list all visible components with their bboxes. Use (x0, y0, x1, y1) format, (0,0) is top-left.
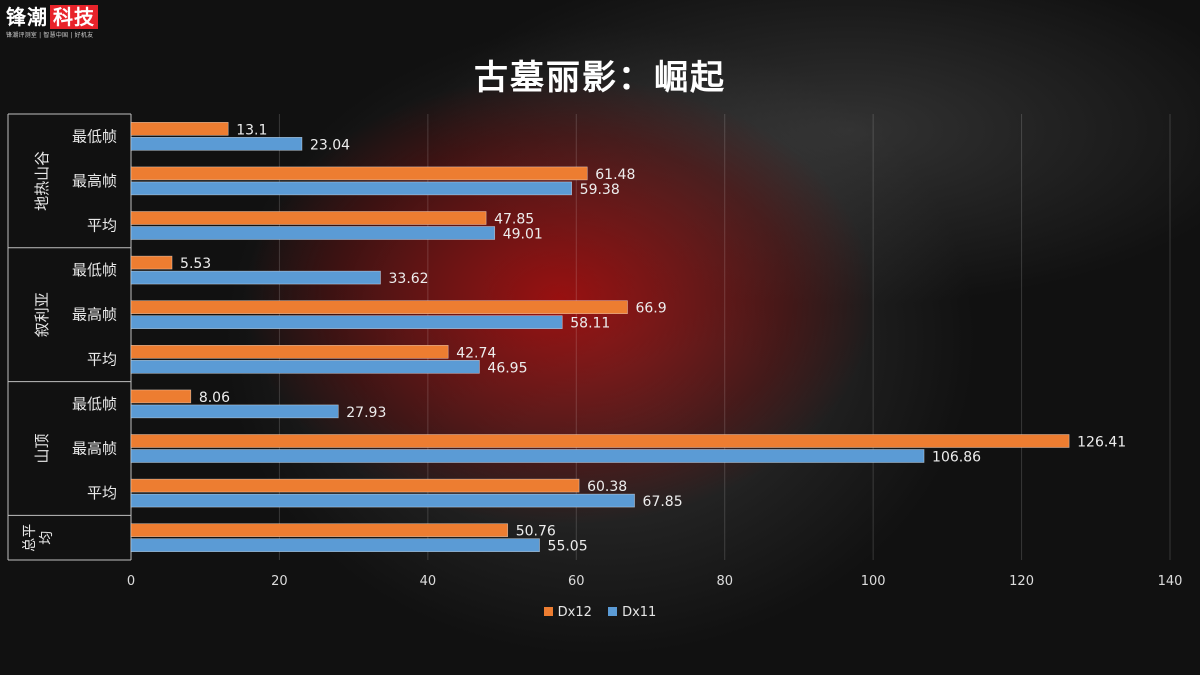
data-label-dx12: 47.85 (494, 212, 534, 228)
logo-subtitle: 锋潮评测室 | 智慧中国 | 好机友 (6, 32, 94, 39)
bar-dx11 (130, 449, 925, 463)
bar-dx12 (130, 478, 580, 493)
chart-legend: Dx12 Dx11 (0, 605, 1200, 620)
data-label-dx12: 42.74 (456, 345, 496, 361)
group-label-line-1: 总平 (22, 524, 38, 552)
bar-dx11 (130, 493, 635, 508)
data-label-dx11: 106.86 (932, 450, 981, 466)
data-label-dx12: 60.38 (587, 479, 627, 495)
category-label: 平均 (87, 350, 117, 368)
bar-dx11 (130, 181, 572, 196)
legend-label-dx12: Dx12 (557, 605, 592, 620)
data-label-dx11: 27.93 (346, 405, 386, 421)
category-label: 最低帧 (72, 127, 117, 145)
x-tick-label: 140 (1158, 574, 1183, 589)
category-label: 最高帧 (72, 440, 117, 458)
group-label: 叙利亚 (33, 292, 51, 337)
category-label: 最低帧 (72, 261, 117, 279)
group-label: 总平均 (22, 524, 55, 552)
bar-dx12 (130, 344, 449, 359)
legend-label-dx11: Dx11 (622, 605, 657, 620)
data-label-dx12: 8.06 (199, 390, 230, 406)
data-label-dx11: 58.11 (570, 316, 610, 332)
bar-dx12 (130, 166, 588, 181)
bar-dx12 (130, 211, 487, 225)
bar-dx11 (130, 404, 339, 419)
data-label-dx12: 50.76 (516, 524, 556, 540)
category-label: 最低帧 (72, 395, 117, 413)
data-label-dx11: 59.38 (580, 182, 620, 198)
category-label: 平均 (87, 484, 117, 502)
bar-dx12 (130, 122, 229, 136)
x-tick-label: 40 (420, 574, 437, 589)
legend-item-dx11: Dx11 (608, 605, 656, 620)
legend-item-dx12: Dx12 (543, 605, 592, 620)
category-label: 最高帧 (72, 306, 117, 324)
data-label-dx11: 33.62 (389, 271, 429, 287)
x-tick-label: 80 (716, 574, 733, 589)
data-label-dx12: 5.53 (180, 256, 211, 272)
bar-dx11 (130, 315, 563, 330)
bar-dx12 (130, 300, 628, 315)
data-label-dx11: 55.05 (548, 539, 588, 555)
logo-text-right: 科技 (50, 5, 98, 29)
legend-swatch-dx11 (608, 607, 618, 616)
bar-dx11 (130, 226, 496, 240)
data-label-dx11: 46.95 (487, 360, 527, 376)
x-tick-label: 120 (1009, 574, 1034, 589)
data-label-dx11: 23.04 (310, 137, 350, 153)
data-label-dx12: 13.1 (236, 122, 267, 138)
bar-dx12 (130, 434, 1070, 448)
group-label: 山顶 (33, 433, 51, 463)
data-label-dx12: 61.48 (595, 167, 635, 183)
x-tick-label: 60 (568, 574, 585, 589)
group-label: 地热山谷 (33, 151, 51, 211)
bar-dx12 (130, 255, 173, 270)
bar-dx11 (130, 359, 480, 374)
legend-swatch-dx12 (543, 607, 553, 616)
bar-dx11 (130, 538, 540, 553)
brand-logo: 锋潮 科技 锋潮评测室 | 智慧中国 | 好机友 (6, 4, 114, 42)
category-label: 最高帧 (72, 172, 117, 190)
data-label-dx11: 49.01 (503, 227, 543, 243)
group-label-line-2: 均 (39, 531, 55, 545)
data-label-dx12: 66.9 (635, 301, 666, 317)
bar-dx11 (130, 137, 303, 151)
x-tick-label: 100 (861, 574, 886, 589)
x-tick-label: 0 (127, 574, 135, 589)
data-label-dx12: 126.41 (1077, 435, 1126, 451)
bar-dx12 (130, 389, 192, 404)
bar-dx11 (130, 270, 381, 285)
logo-text-left: 锋潮 (6, 5, 48, 29)
category-label: 平均 (87, 217, 117, 235)
bar-dx12 (130, 523, 509, 538)
logo-text: 锋潮 科技 (6, 4, 114, 30)
data-label-dx11: 67.85 (643, 494, 683, 510)
chart-title: 古墓丽影：崛起 (474, 58, 726, 98)
x-tick-label: 20 (271, 574, 288, 589)
